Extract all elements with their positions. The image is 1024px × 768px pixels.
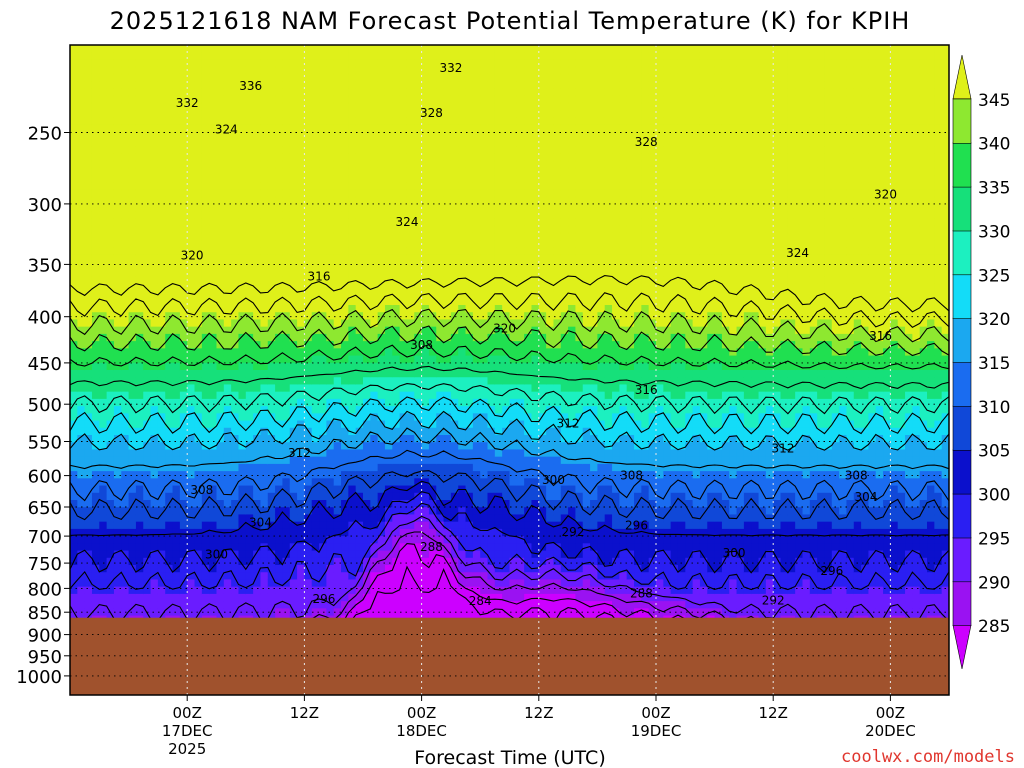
colorbar-swatch bbox=[952, 317, 972, 363]
x-tick-label: 12Z bbox=[524, 704, 553, 722]
colorbar-swatch bbox=[952, 142, 972, 188]
y-tick-label: 600 bbox=[28, 467, 62, 488]
y-tick-label: 700 bbox=[28, 527, 62, 548]
x-tick-label: 17DEC bbox=[162, 722, 213, 740]
colorbar-label: 345 bbox=[978, 91, 1010, 111]
colorbar-label: 340 bbox=[978, 135, 1010, 155]
contour-label: 300 bbox=[542, 473, 565, 487]
contour-label: 316 bbox=[869, 329, 892, 343]
colorbar-swatch bbox=[952, 273, 972, 319]
colorbar-swatch bbox=[952, 186, 972, 232]
contour-label: 336 bbox=[239, 79, 262, 93]
x-tick-label: 00Z bbox=[641, 704, 670, 722]
x-tick-label: 00Z bbox=[407, 704, 436, 722]
contour-label: 320 bbox=[493, 321, 516, 335]
colorbar-label: 300 bbox=[978, 486, 1010, 506]
chart-title: 2025121618 NAM Forecast Potential Temper… bbox=[110, 7, 911, 35]
contour-label: 316 bbox=[308, 270, 331, 284]
contour-label: 324 bbox=[786, 246, 809, 260]
contour-label: 316 bbox=[635, 383, 658, 397]
x-tick-label: 20DEC bbox=[865, 722, 916, 740]
colorbar-label: 295 bbox=[978, 529, 1010, 549]
contour-label: 300 bbox=[205, 548, 228, 562]
y-tick-label: 900 bbox=[28, 626, 62, 647]
x-tick-label: 12Z bbox=[759, 704, 788, 722]
x-tick-label: 00Z bbox=[876, 704, 905, 722]
colorbar-swatch bbox=[952, 230, 972, 276]
x-tick-label: 18DEC bbox=[396, 722, 447, 740]
colorbar-swatch bbox=[952, 54, 972, 100]
contour-label: 308 bbox=[845, 469, 868, 483]
plot-frame bbox=[69, 44, 950, 696]
contour-label: 332 bbox=[439, 61, 462, 75]
colorbar-swatch bbox=[952, 361, 972, 407]
terrain-mask bbox=[70, 617, 949, 695]
colorbar-swatch bbox=[952, 98, 972, 144]
colorbar-swatch bbox=[952, 580, 972, 626]
contour-label: 324 bbox=[396, 215, 419, 229]
y-tick-label: 250 bbox=[28, 124, 62, 145]
contour-label: 296 bbox=[820, 564, 843, 578]
contour-label: 308 bbox=[190, 483, 213, 497]
plot-area: 332 336 332 328 324 328 320 324 324 320 316 316 320 3… bbox=[70, 45, 949, 695]
colorbar-label: 315 bbox=[978, 354, 1010, 374]
x-tick-label: 19DEC bbox=[631, 722, 682, 740]
colorbar-label: 290 bbox=[978, 573, 1010, 593]
contour-label: 304 bbox=[249, 515, 272, 529]
contour-label: 284 bbox=[469, 594, 492, 608]
colorbar-label: 325 bbox=[978, 266, 1010, 286]
y-tick-label: 350 bbox=[28, 255, 62, 276]
colorbar-swatch bbox=[952, 493, 972, 539]
contour-label: 328 bbox=[635, 135, 658, 149]
y-tick-label: 950 bbox=[28, 647, 62, 668]
y-tick-label: 800 bbox=[28, 579, 62, 600]
colorbar-swatch bbox=[952, 449, 972, 495]
contour-label: 300 bbox=[723, 546, 746, 560]
contour-label: 320 bbox=[181, 248, 204, 262]
contour-label: 296 bbox=[625, 518, 648, 532]
y-tick-label: 400 bbox=[28, 308, 62, 329]
contour-label: 288 bbox=[630, 586, 653, 600]
contour-label: 312 bbox=[288, 446, 311, 460]
colorbar-label: 330 bbox=[978, 222, 1010, 242]
x-tick-label: 12Z bbox=[290, 704, 319, 722]
colorbar-label: 310 bbox=[978, 398, 1010, 418]
contour-label: 324 bbox=[215, 122, 238, 136]
contour-label: 312 bbox=[557, 416, 580, 430]
colorbar-swatch bbox=[952, 537, 972, 583]
y-tick-label: 650 bbox=[28, 498, 62, 519]
contour-label: 288 bbox=[420, 540, 443, 554]
contour-label: 328 bbox=[420, 106, 443, 120]
y-axis: 2503003504004505005506006507007508008509… bbox=[16, 124, 70, 688]
y-tick-label: 1000 bbox=[16, 667, 62, 688]
y-tick-label: 550 bbox=[28, 433, 62, 454]
contour-label: 312 bbox=[772, 442, 795, 456]
colorbar-swatch bbox=[952, 405, 972, 451]
y-tick-label: 450 bbox=[28, 354, 62, 375]
x-tick-label: 2025 bbox=[168, 740, 206, 758]
x-tick-label: 00Z bbox=[173, 704, 202, 722]
y-tick-label: 750 bbox=[28, 554, 62, 575]
y-tick-label: 300 bbox=[28, 195, 62, 216]
colorbar: 285 290 295 300 305 310 315 320 325 330 335 340 345 bbox=[952, 54, 1010, 670]
colorbar-swatch bbox=[952, 624, 972, 670]
contour-label: 308 bbox=[410, 338, 433, 352]
colorbar-label: 305 bbox=[978, 442, 1010, 462]
contour-label: 308 bbox=[620, 469, 643, 483]
credit-text[interactable]: coolwx.com/models bbox=[841, 747, 1015, 767]
y-tick-label: 500 bbox=[28, 395, 62, 416]
contour-label: 320 bbox=[874, 188, 897, 202]
y-tick-label: 850 bbox=[28, 603, 62, 624]
x-axis-label: Forecast Time (UTC) bbox=[414, 747, 605, 768]
colorbar-label: 285 bbox=[978, 617, 1010, 637]
contour-label: 296 bbox=[312, 592, 335, 606]
contour-label: 292 bbox=[562, 525, 585, 539]
colorbar-label: 335 bbox=[978, 179, 1010, 199]
contour-label: 304 bbox=[855, 490, 878, 504]
contour-label: 332 bbox=[176, 96, 199, 110]
colorbar-label: 320 bbox=[978, 310, 1010, 330]
contour-label: 292 bbox=[762, 594, 785, 608]
